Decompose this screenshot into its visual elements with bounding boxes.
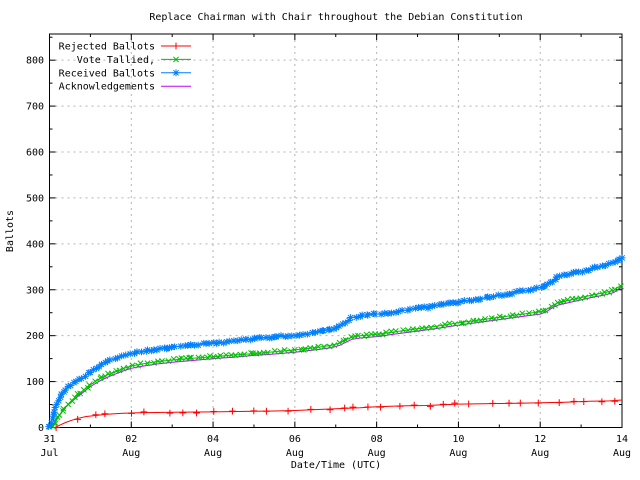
legend-sample-marker-plus-icon — [172, 42, 180, 50]
x-tick-label-day: 31 — [43, 434, 55, 445]
x-tick-label-day: 02 — [125, 434, 137, 445]
x-tick-label-month: Aug — [613, 448, 631, 459]
y-axis-label: Ballots — [5, 210, 16, 252]
series-markers-received-ballots — [45, 254, 626, 431]
series-line-rejected-ballots — [55, 399, 623, 428]
series-line-received-ballots — [49, 256, 623, 428]
series-markers-vote-tallied — [46, 283, 624, 430]
x-tick-label-month: Jul — [40, 448, 58, 459]
x-tick-label-day: 06 — [289, 434, 301, 445]
x-tick-label-month: Aug — [368, 448, 386, 459]
x-axis-label: Date/Time (UTC) — [291, 460, 381, 471]
legend-sample-marker-cross-icon — [173, 56, 179, 63]
y-tick-label: 400 — [26, 239, 44, 250]
y-tick-label: 700 — [26, 102, 44, 113]
y-tick-label: 800 — [26, 56, 44, 67]
y-tick-label: 500 — [26, 193, 44, 204]
series-line-acknowledgements — [49, 286, 623, 428]
legend-label: Received Ballots — [59, 68, 155, 79]
x-tick-label-month: Aug — [286, 448, 304, 459]
series-markers-rejected-ballots — [52, 397, 619, 431]
chart-title: Replace Chairman with Chair throughout t… — [149, 12, 522, 23]
x-tick-label-month: Aug — [449, 448, 467, 459]
x-tick-label-month: Aug — [122, 448, 140, 459]
series-line-vote-tallied — [49, 284, 623, 428]
x-tick-label-month: Aug — [204, 448, 222, 459]
x-tick-label-day: 04 — [207, 434, 219, 445]
y-tick-label: 600 — [26, 148, 44, 159]
x-tick-label-month: Aug — [531, 448, 549, 459]
legend-label: Acknowledgements — [59, 82, 155, 93]
y-tick-label: 300 — [26, 285, 44, 296]
legend-sample-marker-asterisk-icon — [172, 69, 180, 77]
x-tick-label-day: 14 — [616, 434, 628, 445]
x-tick-label-day: 08 — [371, 434, 383, 445]
plot-border — [49, 33, 623, 428]
y-tick-label: 200 — [26, 331, 44, 342]
y-tick-label: 0 — [38, 423, 44, 434]
legend-label: Vote Tallied, — [77, 55, 155, 66]
plot-area: 31 Jul 02 Aug 04 Aug 06 Aug 08 Aug 10 Aug 12 Aug 14 Aug… — [26, 33, 631, 459]
legend-label: Rejected Ballots — [59, 42, 155, 53]
y-tick-label: 100 — [26, 377, 44, 388]
x-tick-label-day: 10 — [452, 434, 464, 445]
x-tick-label-day: 12 — [534, 434, 546, 445]
